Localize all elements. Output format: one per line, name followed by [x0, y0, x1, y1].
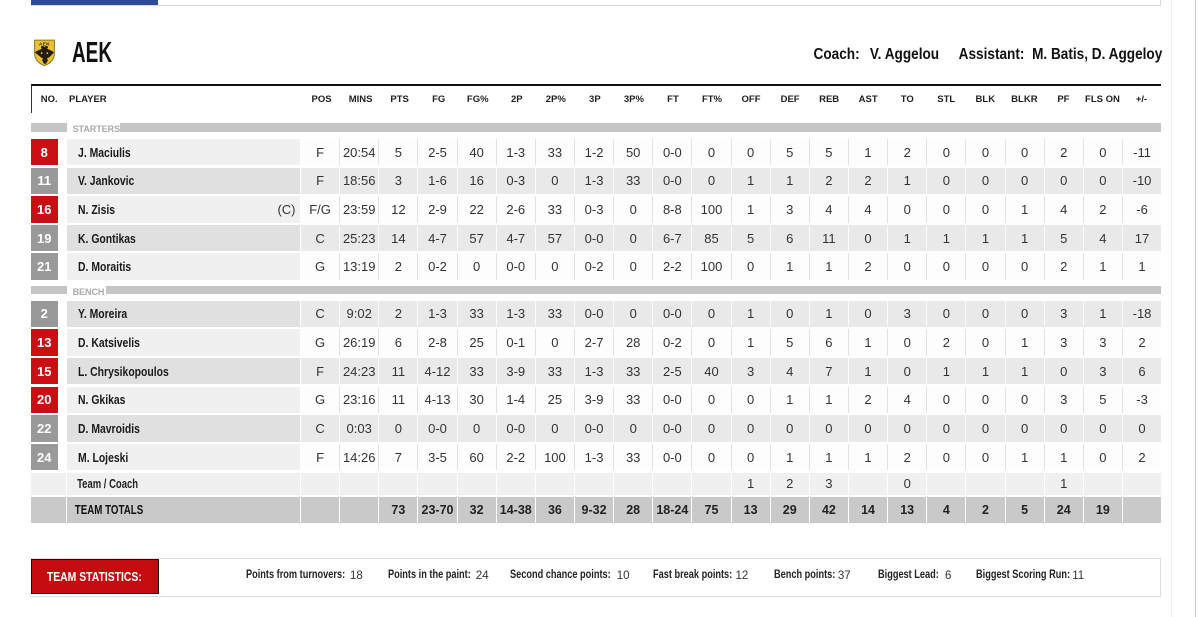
svg-text:AEK: AEK [39, 42, 50, 47]
